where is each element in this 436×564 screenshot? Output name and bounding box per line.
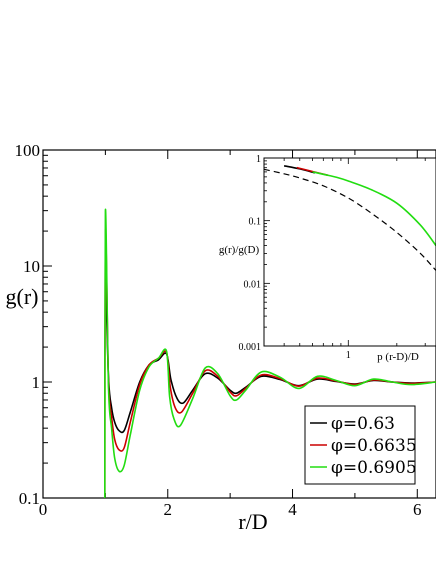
legend-entry-phi-063: φ=0.63	[310, 414, 395, 434]
inset-y-tick-label: 0.001	[239, 342, 262, 353]
inset-x-axis-label: p (r-D)/D	[377, 351, 419, 363]
series-line-2	[104, 208, 436, 499]
main-tick-labels: 0 2 4 6 0.1 1 10 100	[15, 141, 422, 519]
inset-x-tick-label: 1	[346, 350, 351, 361]
x-tick-label: 4	[288, 500, 297, 519]
legend-entry-phi-06905: φ=0.6905	[310, 458, 417, 478]
y-tick-label: 1	[32, 373, 41, 392]
inset-tick-labels: 0.001 0.01 0.1 1 1	[239, 154, 351, 361]
x-tick-label: 0	[39, 500, 48, 519]
main-plot-frame	[42, 149, 436, 499]
main-plot: 0 2 4 6 0.1 1 10 100 r/D g(r)	[6, 141, 436, 534]
inset-plot: 0.001 0.01 0.1 1 1 p (r-D)/D g(r)/g(D)	[219, 154, 436, 363]
inset-y-tick-label: 0.01	[244, 279, 262, 290]
inset-series	[263, 165, 436, 271]
x-tick-label: 2	[164, 500, 173, 519]
y-axis-label: g(r)	[6, 284, 39, 309]
y-tick-label: 100	[15, 141, 41, 160]
inset-y-tick-label: 1	[256, 154, 261, 165]
legend-label: φ=0.6905	[331, 458, 417, 478]
x-axis-label: r/D	[238, 509, 267, 534]
series-line-1	[104, 228, 436, 499]
y-tick-label: 0.1	[19, 489, 40, 508]
legend-label: φ=0.6635	[331, 436, 417, 456]
legend: φ=0.63 φ=0.6635 φ=0.6905	[304, 405, 417, 485]
legend-entry-phi-06635: φ=0.6635	[310, 436, 417, 456]
x-tick-label: 6	[413, 500, 422, 519]
y-tick-label: 10	[23, 257, 40, 276]
inset-series-line-0	[263, 168, 436, 271]
inset-background	[264, 158, 436, 346]
main-series	[104, 208, 436, 499]
inset-y-tick-label: 0.1	[249, 217, 262, 228]
inset-plot-frame	[263, 157, 436, 347]
inset-y-axis-label: g(r)/g(D)	[219, 244, 260, 256]
legend-label: φ=0.63	[331, 414, 395, 434]
inset-series-line-3	[312, 171, 436, 247]
main-ticks	[42, 149, 418, 499]
